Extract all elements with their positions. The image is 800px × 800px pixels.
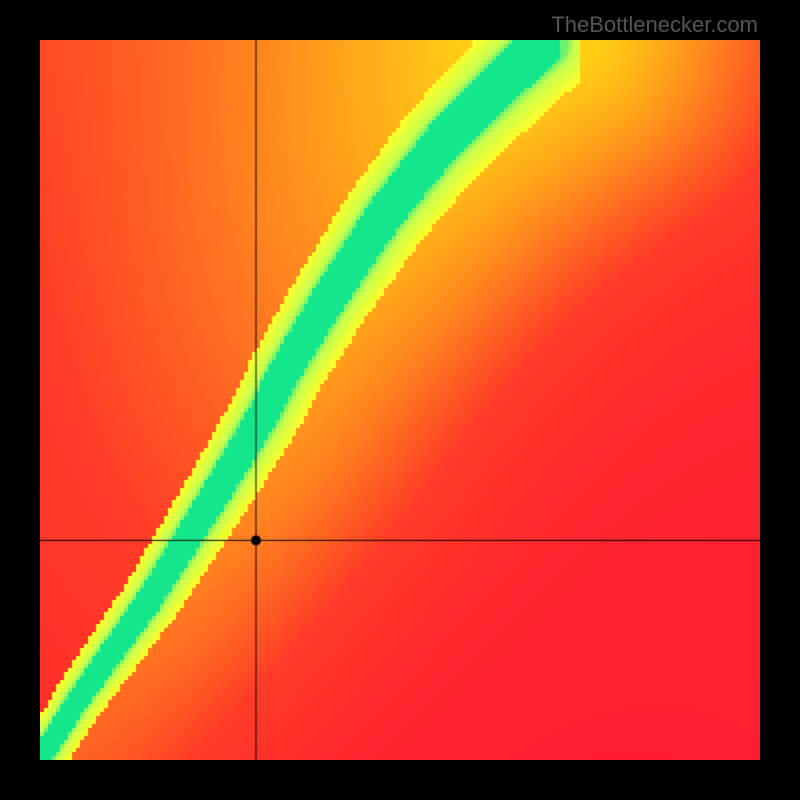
watermark-text: TheBottlenecker.com bbox=[551, 12, 758, 38]
bottleneck-heatmap bbox=[40, 40, 760, 760]
chart-container: TheBottlenecker.com bbox=[0, 0, 800, 800]
